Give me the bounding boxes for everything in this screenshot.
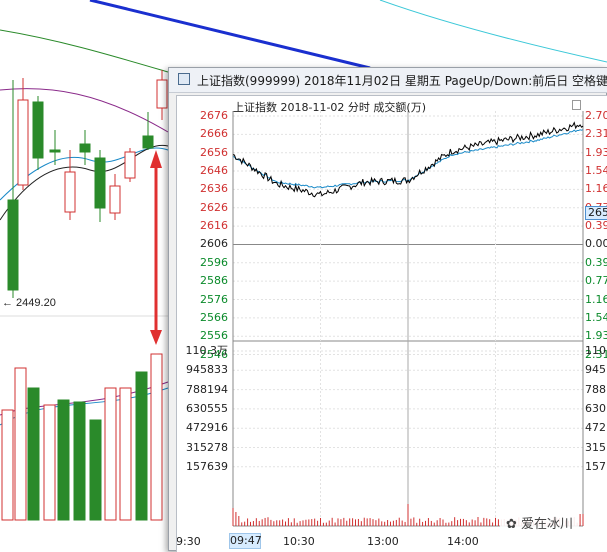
candle-body (32, 101, 44, 159)
price-tick-label: 2606 (200, 237, 228, 251)
volume-tick-label: 315278 (186, 440, 228, 454)
volume-tick-label: 110 (585, 344, 606, 357)
volume-tick-label: 945833 (186, 363, 228, 377)
volume-bar (43, 404, 56, 521)
chart-header: 上证指数 2018-11-02 分时 成交额(万) (233, 101, 426, 114)
volume-tick-label: 110.3万 (185, 344, 229, 357)
volume-tick-label: 630 (585, 401, 606, 415)
price-tick-label: 2646 (200, 164, 228, 178)
candle-body (79, 143, 91, 153)
volume-bar (104, 387, 117, 521)
watermark-text: 爱在冰川 (521, 517, 574, 532)
popup-titlebar[interactable]: 上证指数(999999) 2018年11月02日 星期五 PageUp/Down… (169, 68, 607, 93)
price-line (232, 121, 584, 198)
cursor-time-marker: 09:47 (229, 533, 262, 549)
chart-app-icon (178, 73, 190, 85)
volume-tick-label: 630555 (186, 401, 228, 415)
volume-bar (14, 367, 27, 521)
price-tick-label: 2586 (200, 274, 228, 288)
volume-bar (89, 419, 102, 521)
percent-tick-label: 2.31 (585, 347, 607, 361)
percent-tick-label: 0.39 (585, 219, 607, 233)
percent-tick-label: 1.93 (585, 145, 607, 159)
candle-body (17, 99, 29, 186)
price-tick-label: 2556 (200, 329, 228, 343)
ma-line (0, 88, 169, 133)
time-tick-label: 13:00 (367, 535, 399, 548)
ma-line (0, 29, 169, 73)
price-tick-label: 2666 (200, 127, 228, 141)
volume-bar (119, 387, 132, 521)
candle-body (49, 149, 61, 153)
volume-bar (27, 387, 40, 521)
ma-line (379, 0, 607, 63)
arrow-head-up (150, 150, 162, 168)
cursor-price-marker: 2656 (585, 206, 607, 220)
volume-tick-label: 315 (585, 440, 606, 454)
time-tick-label: 10:30 (283, 535, 315, 548)
candle-body (109, 185, 121, 214)
candle-body (156, 79, 168, 109)
percent-tick-label: 0.00 (585, 237, 607, 251)
candle-body (7, 199, 19, 291)
price-tick-label: 2676 (200, 109, 228, 122)
volume-tick-label: 157 (585, 459, 606, 473)
ma-line (0, 144, 169, 221)
percent-tick-label: 1.54 (585, 164, 607, 178)
volume-tick-label: 472 (585, 421, 606, 435)
price-tick-label: 2576 (200, 292, 228, 306)
price-tick-label: 2616 (200, 219, 228, 233)
candle-body (64, 171, 76, 213)
percent-tick-label: 1.54 (585, 310, 607, 324)
price-tick-label: 2546 (200, 347, 228, 361)
price-tick-label: 2566 (200, 310, 228, 324)
volume-tick-label: 788 (585, 382, 606, 396)
percent-tick-label: 0.39 (585, 255, 607, 269)
percent-tick-label: 1.16 (585, 292, 607, 306)
watermark: ✿ 爱在冰川 (500, 513, 580, 537)
percent-tick-label: 2.70 (585, 109, 607, 122)
low-price-label: ← 2449.20 (2, 297, 56, 309)
arrow-head-down (150, 330, 162, 345)
candle-body (94, 157, 106, 209)
time-tick-label: 14:00 (447, 535, 479, 548)
volume-bar (135, 371, 148, 521)
percent-tick-label: 1.16 (585, 182, 607, 196)
volume-bar (150, 353, 163, 521)
popup-title: 上证指数(999999) 2018年11月02日 星期五 PageUp/Down… (197, 74, 607, 88)
candle-body (142, 135, 154, 149)
intraday-popup-window[interactable]: 上证指数(999999) 2018年11月02日 星期五 PageUp/Down… (168, 67, 607, 552)
intraday-chart-canvas[interactable] (177, 96, 607, 552)
intraday-chart-panel[interactable]: 上证指数 2018-11-02 分时 成交额(万) 2676 2.70 2666 2.… (176, 95, 607, 552)
volume-bar (1, 409, 14, 521)
volume-tick-label: 945 (585, 363, 606, 377)
volume-tick-label: 157639 (186, 459, 228, 473)
trend-line (89, 0, 371, 70)
percent-tick-label: 0.77 (585, 274, 607, 288)
percent-tick-label: 1.93 (585, 329, 607, 343)
volume-bar (57, 399, 70, 521)
volume-tick-label: 788194 (186, 382, 228, 396)
volume-tick-label: 472916 (186, 421, 228, 435)
volume-bar (73, 401, 86, 521)
panel-toggle-icon[interactable] (572, 100, 581, 110)
candle-body (124, 151, 136, 179)
wechat-icon: ✿ (506, 517, 517, 532)
percent-tick-label: 2.31 (585, 127, 607, 141)
price-tick-label: 2656 (200, 145, 228, 159)
price-tick-label: 2596 (200, 255, 228, 269)
price-tick-label: 2636 (200, 182, 228, 196)
time-tick-label: 09:30 (176, 535, 201, 548)
price-tick-label: 2626 (200, 200, 228, 214)
